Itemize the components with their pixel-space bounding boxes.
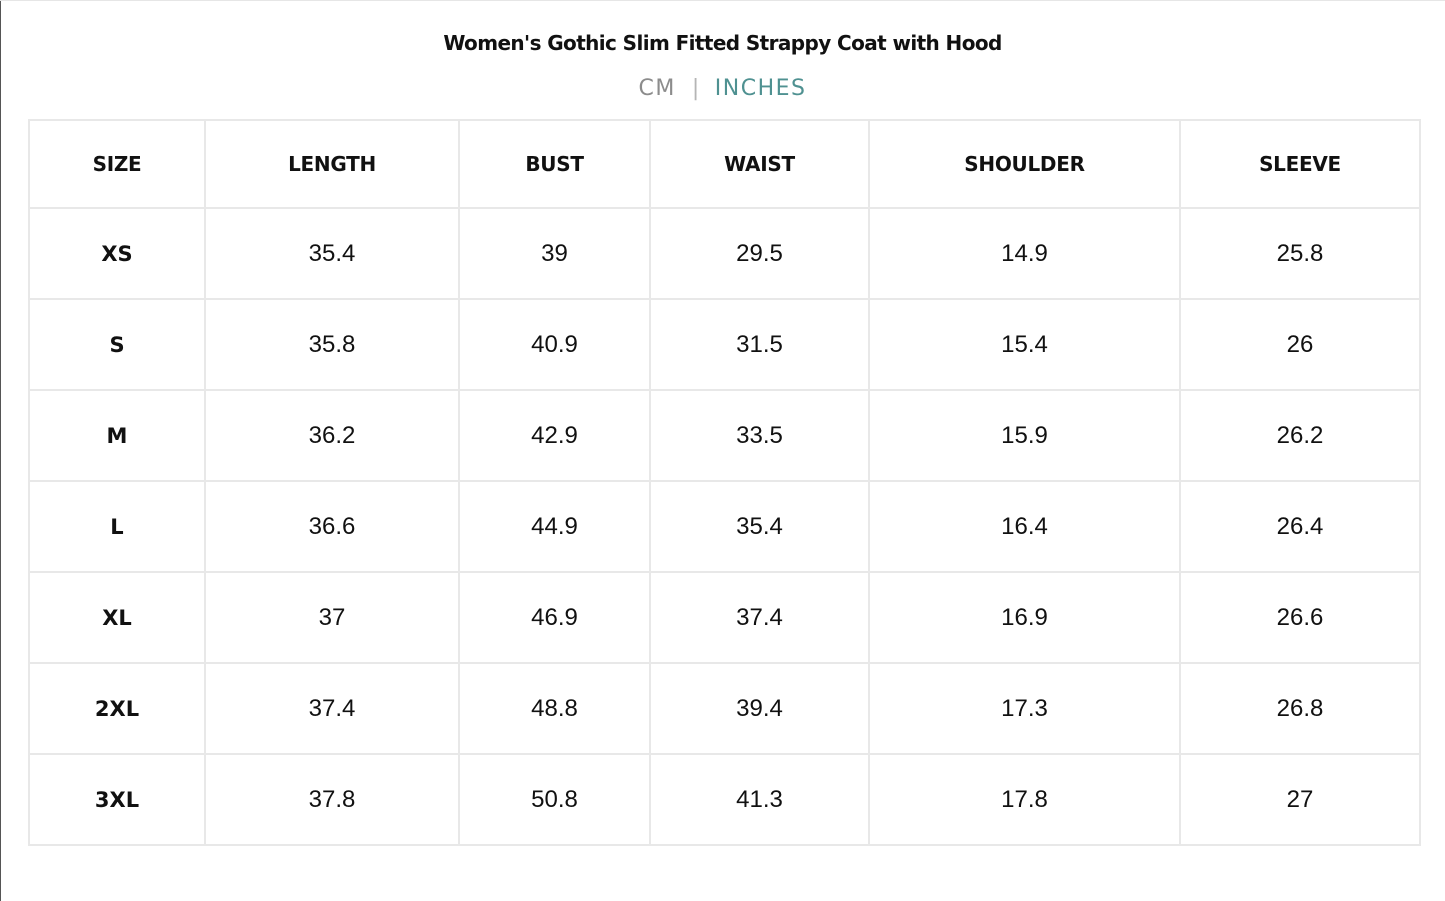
shoulder-cell: 17.3: [868, 662, 1181, 755]
sleeve-cell: 26: [1179, 298, 1421, 391]
waist-cell: 29.5: [649, 207, 870, 300]
bust-cell: 42.9: [458, 389, 651, 482]
length-cell: 37.8: [204, 753, 460, 846]
window-left-edge: [0, 0, 1, 901]
length-cell: 36.2: [204, 389, 460, 482]
waist-cell: 31.5: [649, 298, 870, 391]
waist-cell: 37.4: [649, 571, 870, 664]
sleeve-cell: 25.8: [1179, 207, 1421, 300]
sleeve-cell: 26.2: [1179, 389, 1421, 482]
header-bust: BUST: [458, 119, 651, 209]
unit-cm-button[interactable]: CM: [638, 76, 676, 101]
bust-cell: 50.8: [458, 753, 651, 846]
size-cell: M: [28, 389, 206, 482]
shoulder-cell: 15.9: [868, 389, 1181, 482]
table-row: 2XL 37.4 48.8 39.4 17.3 26.8: [28, 662, 1421, 755]
waist-cell: 35.4: [649, 480, 870, 573]
size-chart-table: SIZE LENGTH BUST WAIST SHOULDER SLEEVE X…: [28, 119, 1421, 846]
sleeve-cell: 26.4: [1179, 480, 1421, 573]
unit-separator: |: [691, 76, 701, 101]
length-cell: 36.6: [204, 480, 460, 573]
unit-toggle: CM | INCHES: [0, 76, 1445, 101]
header-shoulder: SHOULDER: [868, 119, 1181, 209]
table-row: XL 37 46.9 37.4 16.9 26.6: [28, 571, 1421, 664]
bust-cell: 44.9: [458, 480, 651, 573]
waist-cell: 41.3: [649, 753, 870, 846]
size-cell: S: [28, 298, 206, 391]
header-sleeve: SLEEVE: [1179, 119, 1421, 209]
table-row: L 36.6 44.9 35.4 16.4 26.4: [28, 480, 1421, 573]
shoulder-cell: 16.9: [868, 571, 1181, 664]
table-row: XS 35.4 39 29.5 14.9 25.8: [28, 207, 1421, 300]
shoulder-cell: 15.4: [868, 298, 1181, 391]
waist-cell: 39.4: [649, 662, 870, 755]
size-cell: 2XL: [28, 662, 206, 755]
unit-inches-button[interactable]: INCHES: [714, 76, 807, 101]
length-cell: 37.4: [204, 662, 460, 755]
header-length: LENGTH: [204, 119, 460, 209]
window-top-edge: [0, 0, 1445, 1]
shoulder-cell: 16.4: [868, 480, 1181, 573]
shoulder-cell: 14.9: [868, 207, 1181, 300]
bust-cell: 46.9: [458, 571, 651, 664]
table-header-row: SIZE LENGTH BUST WAIST SHOULDER SLEEVE: [28, 119, 1421, 209]
size-cell: XL: [28, 571, 206, 664]
table-row: S 35.8 40.9 31.5 15.4 26: [28, 298, 1421, 391]
table-row: 3XL 37.8 50.8 41.3 17.8 27: [28, 753, 1421, 846]
size-cell: L: [28, 480, 206, 573]
length-cell: 35.4: [204, 207, 460, 300]
size-cell: 3XL: [28, 753, 206, 846]
sleeve-cell: 27: [1179, 753, 1421, 846]
sleeve-cell: 26.6: [1179, 571, 1421, 664]
bust-cell: 40.9: [458, 298, 651, 391]
header-size: SIZE: [28, 119, 206, 209]
length-cell: 37: [204, 571, 460, 664]
product-title: Women's Gothic Slim Fitted Strappy Coat …: [443, 31, 1002, 55]
table-row: M 36.2 42.9 33.5 15.9 26.2: [28, 389, 1421, 482]
shoulder-cell: 17.8: [868, 753, 1181, 846]
size-cell: XS: [28, 207, 206, 300]
bust-cell: 39: [458, 207, 651, 300]
sleeve-cell: 26.8: [1179, 662, 1421, 755]
header-waist: WAIST: [649, 119, 870, 209]
waist-cell: 33.5: [649, 389, 870, 482]
length-cell: 35.8: [204, 298, 460, 391]
bust-cell: 48.8: [458, 662, 651, 755]
